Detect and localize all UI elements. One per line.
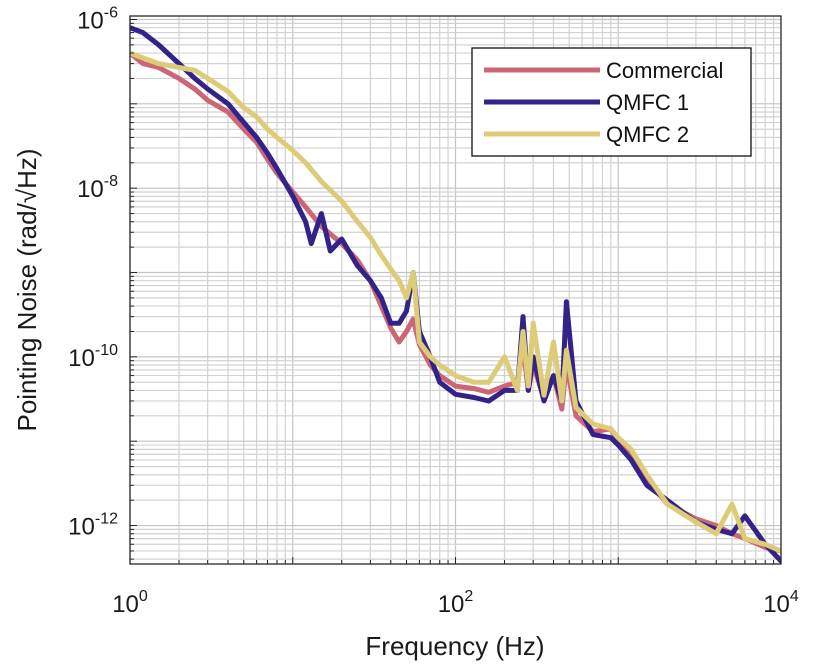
x-tick-label: 104 — [763, 588, 799, 618]
y-axis-label: Pointing Noise (rad/√Hz) — [12, 148, 42, 431]
legend: Commercial QMFC 1 QMFC 2 — [471, 47, 752, 157]
tick-marks — [129, 18, 775, 564]
series-layer — [130, 25, 781, 564]
series-line-qmfc-1 — [130, 25, 781, 564]
y-tick-label: 10-10 — [68, 342, 118, 372]
y-tick-label: 10-12 — [68, 511, 118, 541]
y-tick-label: 10-6 — [77, 4, 118, 34]
x-tick-label: 100 — [112, 588, 148, 618]
series-line-qmfc-2 — [130, 50, 781, 554]
x-tick-label: 102 — [438, 588, 474, 618]
series-line-commercial — [130, 50, 781, 554]
x-tick-labels: 100 102 104 — [112, 588, 799, 618]
legend-label-qmfc-1: QMFC 1 — [606, 90, 689, 115]
y-tick-labels: 10-6 10-8 10-10 10-12 — [68, 4, 118, 540]
legend-label-qmfc-2: QMFC 2 — [606, 122, 689, 147]
grid-lines — [129, 16, 781, 564]
x-axis-label: Frequency (Hz) — [365, 631, 544, 661]
y-tick-label: 10-8 — [77, 173, 118, 203]
legend-label-commercial: Commercial — [606, 58, 723, 83]
